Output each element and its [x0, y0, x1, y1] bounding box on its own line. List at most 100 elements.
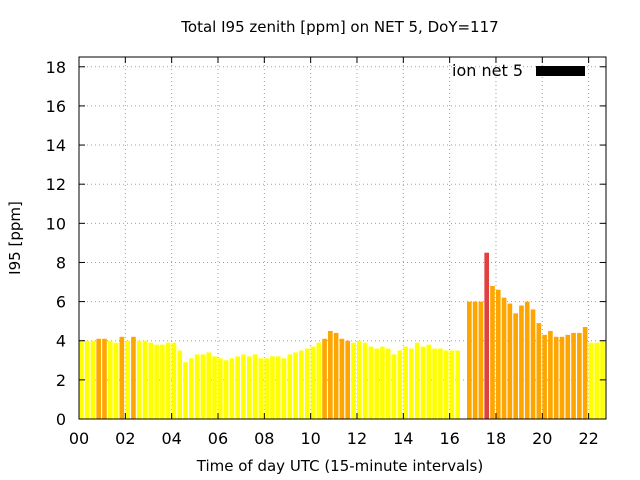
y-tick-label: 4 [56, 332, 66, 351]
bar-53 [385, 348, 391, 419]
bar-31 [258, 358, 264, 419]
legend: ion net 5 [452, 61, 585, 80]
bar-84 [571, 332, 576, 419]
bar-34 [275, 356, 281, 419]
bar-73 [507, 303, 513, 419]
bar-59 [420, 346, 426, 419]
x-tick-label: 06 [208, 429, 228, 448]
x-axis-ticks: 00 02 04 06 08 10 12 14 16 18 20 22 [69, 57, 599, 448]
bar-33 [270, 356, 275, 419]
bar-68 [478, 301, 484, 419]
x-tick-label: 04 [161, 429, 181, 448]
bar-67 [472, 301, 478, 419]
y-tick-label: 14 [46, 136, 66, 155]
bar-15 [165, 342, 171, 419]
bar-57 [409, 348, 414, 419]
bar-86 [582, 327, 588, 419]
bar-51 [374, 348, 379, 419]
x-tick-label: 08 [254, 429, 274, 448]
bar-44 [333, 332, 339, 419]
legend-swatch [536, 66, 585, 76]
bar-50 [368, 346, 374, 419]
bar-17 [177, 350, 183, 419]
bar-8 [125, 340, 130, 419]
bar-61 [432, 348, 437, 419]
bar-46 [345, 340, 351, 419]
bar-35 [281, 358, 287, 419]
bar-85 [577, 332, 582, 419]
bar-63 [443, 350, 449, 419]
bar-22 [206, 352, 212, 419]
bar-70 [490, 285, 495, 419]
bar-87 [588, 342, 594, 419]
y-tick-label: 12 [46, 175, 66, 194]
bar-23 [212, 356, 217, 419]
bar-18 [183, 362, 188, 419]
grid-lines [79, 57, 606, 419]
x-tick-label: 18 [486, 429, 506, 448]
bar-55 [397, 350, 403, 419]
bar-29 [246, 356, 252, 419]
bar-6 [113, 342, 119, 419]
bar-21 [200, 354, 206, 419]
bar-28 [241, 354, 246, 419]
bar-9 [131, 336, 136, 419]
bar-82 [559, 336, 565, 419]
bar-43 [328, 330, 333, 419]
plot-frame [78, 56, 607, 420]
bar-80 [548, 330, 553, 419]
bar-69 [484, 252, 490, 419]
y-tick-label: 10 [46, 214, 66, 233]
bar-27 [235, 356, 240, 419]
bar-79 [542, 334, 547, 419]
x-tick-label: 14 [393, 429, 413, 448]
x-tick-label: 00 [69, 429, 89, 448]
y-axis-ticks: 0 2 4 6 8 10 12 14 16 18 [46, 58, 606, 429]
bar-71 [495, 289, 501, 419]
bar-5 [107, 340, 113, 419]
bar-26 [229, 358, 235, 419]
bar-32 [264, 358, 269, 419]
bar-1 [84, 340, 90, 419]
bar-78 [536, 323, 542, 419]
x-tick-label: 12 [347, 429, 367, 448]
bar-2 [90, 340, 96, 419]
y-tick-label: 2 [56, 371, 66, 390]
y-tick-label: 0 [56, 410, 66, 429]
bar-81 [553, 336, 559, 419]
bar-77 [530, 309, 536, 419]
x-tick-label: 22 [578, 429, 598, 448]
bar-24 [217, 358, 223, 419]
bar-54 [391, 354, 397, 419]
bar-39 [304, 348, 310, 419]
bar-49 [362, 342, 368, 419]
bar-10 [136, 340, 142, 419]
y-axis-label: I95 [ppm] [6, 201, 24, 275]
x-tick-label: 02 [115, 429, 135, 448]
bar-20 [194, 354, 200, 419]
bar-62 [438, 348, 443, 419]
bar-60 [426, 344, 432, 419]
x-tick-label: 16 [439, 429, 459, 448]
bar-48 [356, 340, 362, 419]
bar-37 [293, 352, 298, 419]
bar-66 [467, 301, 472, 419]
legend-label: ion net 5 [452, 61, 523, 80]
bar-45 [339, 338, 345, 419]
bar-36 [287, 354, 293, 419]
bar-56 [403, 346, 408, 419]
bar-13 [154, 344, 159, 419]
bar-38 [299, 350, 304, 419]
bar-58 [414, 342, 420, 419]
bar-14 [160, 344, 165, 419]
bar-52 [380, 346, 385, 419]
y-tick-label: 16 [46, 97, 66, 116]
bar-25 [223, 360, 229, 419]
bar-42 [322, 338, 327, 419]
bar-72 [501, 297, 507, 419]
bar-74 [513, 313, 518, 419]
y-tick-label: 18 [46, 58, 66, 77]
bar-75 [519, 305, 524, 419]
bar-3 [96, 338, 101, 419]
bar-40 [310, 346, 316, 419]
